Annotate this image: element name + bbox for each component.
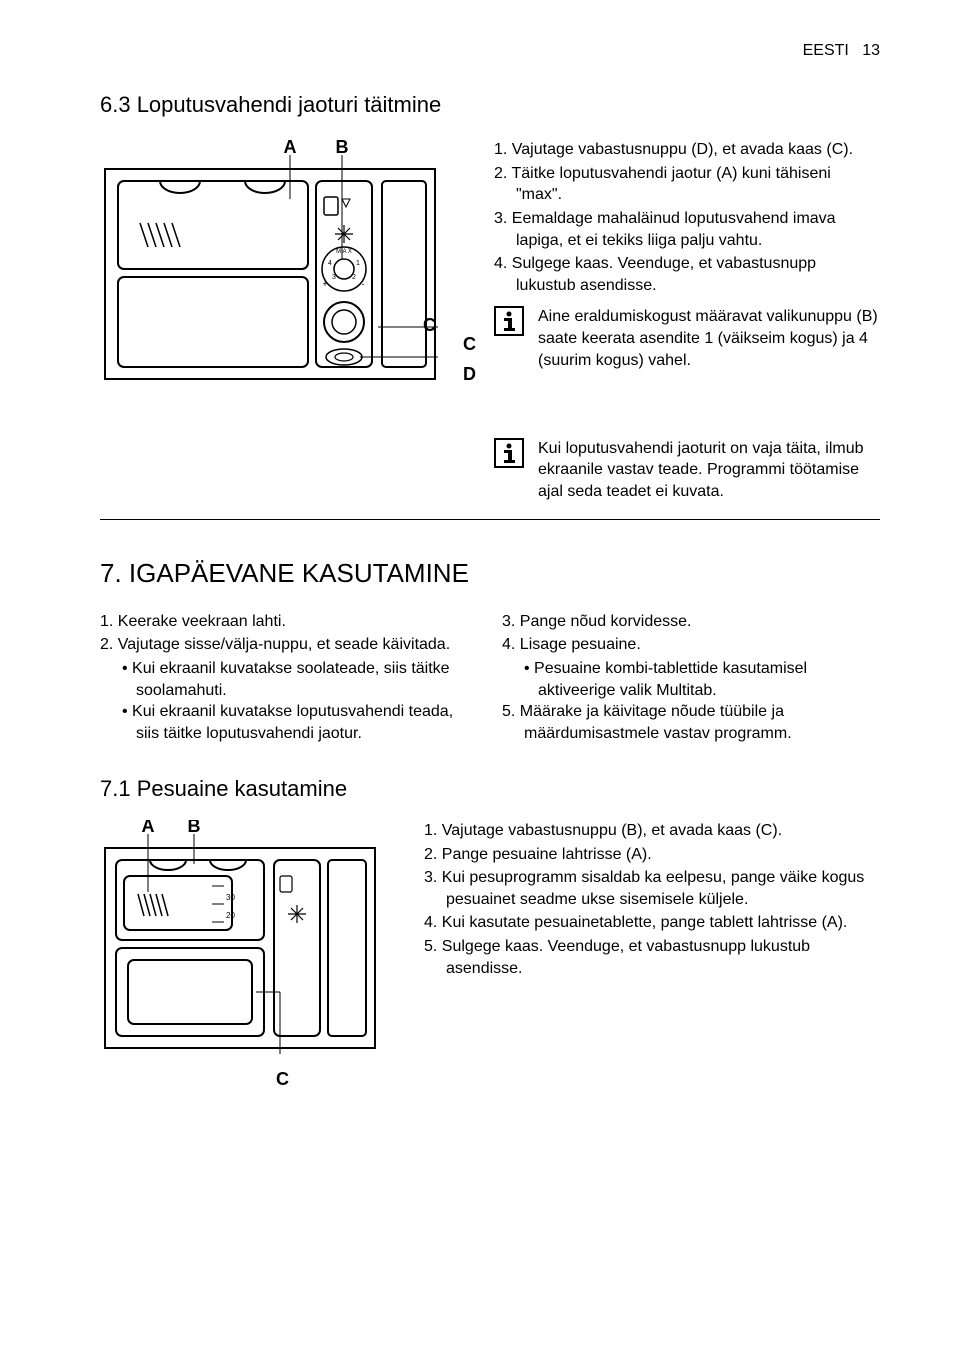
detergent-diagram: 30 20 xyxy=(100,820,380,1060)
step-3: 3. Eemaldage mahaläinud loputusvahend im… xyxy=(494,208,880,251)
steps-7-right-5: 5. Määrake ja käivitage nõude tüübile ja… xyxy=(502,701,880,744)
section-7-1-body: 30 20 xyxy=(100,820,880,1067)
divider xyxy=(100,519,880,520)
diagram-6-3: M A X 4 3 2 1 + - A B C C xyxy=(100,139,470,424)
info-icon xyxy=(494,306,526,371)
steps-7-right: 3. Pange nõud korvidesse. 4. Lisage pesu… xyxy=(502,611,880,656)
bullet-7-l1: Kui ekraanil kuvatakse soolateade, siis … xyxy=(122,658,478,701)
section-6-3-body: M A X 4 3 2 1 + - A B C C xyxy=(100,139,880,424)
svg-text:4: 4 xyxy=(328,260,332,267)
info-block-2: Kui loputusvahendi jaoturit on vaja täit… xyxy=(494,438,880,503)
step-7-4: 4. Lisage pesuaine. xyxy=(502,634,880,656)
steps-6-3: 1. Vajutage vabastusnuppu (D), et avada … xyxy=(494,139,880,296)
steps-7-left: 1. Keerake veekraan lahti. 2. Vajutage s… xyxy=(100,611,478,656)
step-2: 2. Täitke loputusvahendi jaotur (A) kuni… xyxy=(494,163,880,206)
section-7-1-text: 1. Vajutage vabastusnuppu (B), et avada … xyxy=(424,820,880,1067)
rinse-aid-diagram: M A X 4 3 2 1 + - A B C xyxy=(100,139,440,409)
svg-text:30: 30 xyxy=(226,893,235,902)
section-7-body: 1. Keerake veekraan lahti. 2. Vajutage s… xyxy=(100,611,880,747)
language-label: EESTI xyxy=(803,42,849,59)
step-7-5: 5. Määrake ja käivitage nõude tüübile ja… xyxy=(502,701,880,744)
step-7-3: 3. Pange nõud korvidesse. xyxy=(502,611,880,633)
page-number: 13 xyxy=(862,42,880,59)
svg-text:A: A xyxy=(284,139,297,157)
step-71-4: 4. Kui kasutate pesuainetablette, pange … xyxy=(424,912,880,934)
bullet-7-r1: Pesuaine kombi-tablettide kasutamisel ak… xyxy=(524,658,880,701)
step-1: 1. Vajutage vabastusnuppu (D), et avada … xyxy=(494,139,880,161)
info-icon xyxy=(494,438,526,503)
svg-text:A: A xyxy=(142,820,155,836)
info-1-text: Aine eraldumiskogust määravat valikunupp… xyxy=(538,306,880,371)
step-7-1: 1. Keerake veekraan lahti. xyxy=(100,611,478,633)
section-7-title: 7. IGAPÄEVANE KASUTAMINE xyxy=(100,556,880,591)
svg-text:-: - xyxy=(362,279,365,289)
step-4: 4. Sulgege kaas. Veenduge, et vabastusnu… xyxy=(494,253,880,296)
step-7-2: 2. Vajutage sisse/välja-nuppu, et seade … xyxy=(100,634,478,656)
svg-text:M A X: M A X xyxy=(336,249,352,255)
bullets-7-right: Pesuaine kombi-tablettide kasutamisel ak… xyxy=(502,658,880,701)
svg-text:B: B xyxy=(188,820,201,836)
label-d: D xyxy=(463,362,476,386)
bullet-7-l2: Kui ekraanil kuvatakse loputusvahendi te… xyxy=(122,701,478,744)
svg-text:20: 20 xyxy=(226,911,235,920)
info-2-text: Kui loputusvahendi jaoturit on vaja täit… xyxy=(538,438,880,503)
section-6-3-text: 1. Vajutage vabastusnuppu (D), et avada … xyxy=(494,139,880,424)
page-header: EESTI 13 xyxy=(100,40,880,62)
svg-text:+: + xyxy=(322,279,327,289)
info-block-1: Aine eraldumiskogust määravat valikunupp… xyxy=(494,306,880,371)
svg-text:C: C xyxy=(423,315,436,335)
steps-7-1: 1. Vajutage vabastusnuppu (B), et avada … xyxy=(424,820,880,979)
section-7-left: 1. Keerake veekraan lahti. 2. Vajutage s… xyxy=(100,611,478,747)
diagram-7-1: 30 20 xyxy=(100,820,400,1067)
step-71-1: 1. Vajutage vabastusnuppu (B), et avada … xyxy=(424,820,880,842)
label-c: C xyxy=(463,332,476,356)
step-71-3: 3. Kui pesuprogramm sisaldab ka eelpesu,… xyxy=(424,867,880,910)
section-7-right: 3. Pange nõud korvidesse. 4. Lisage pesu… xyxy=(502,611,880,747)
svg-text:3: 3 xyxy=(332,274,336,281)
section-7-1-title: 7.1 Pesuaine kasutamine xyxy=(100,774,880,804)
svg-text:2: 2 xyxy=(352,274,356,281)
label-71-c: C xyxy=(276,1067,289,1091)
svg-text:1: 1 xyxy=(356,260,360,267)
bullets-7-left: Kui ekraanil kuvatakse soolateade, siis … xyxy=(100,658,478,744)
section-6-3-title: 6.3 Loputusvahendi jaoturi täitmine xyxy=(100,90,880,120)
step-71-5: 5. Sulgege kaas. Veenduge, et vabastusnu… xyxy=(424,936,880,979)
step-71-2: 2. Pange pesuaine lahtrisse (A). xyxy=(424,844,880,866)
svg-text:B: B xyxy=(336,139,349,157)
